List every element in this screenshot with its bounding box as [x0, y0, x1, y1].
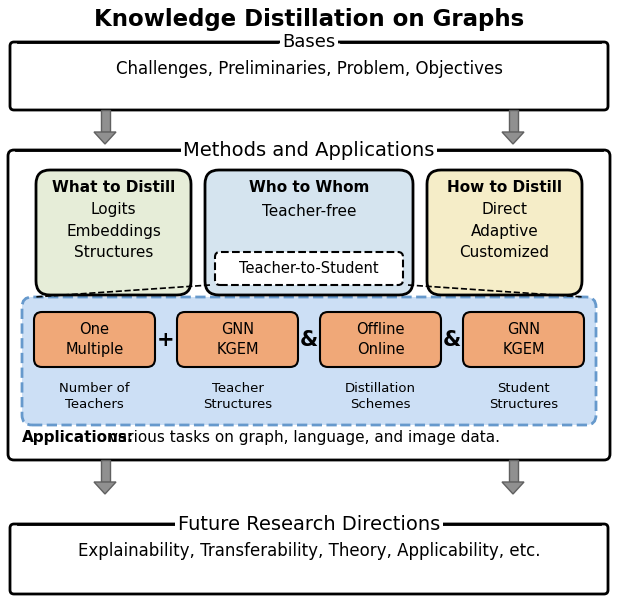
- Polygon shape: [509, 110, 517, 132]
- Text: Future Research Directions: Future Research Directions: [178, 515, 440, 533]
- Text: Applications:: Applications:: [22, 430, 134, 445]
- Polygon shape: [94, 482, 116, 494]
- FancyBboxPatch shape: [463, 312, 584, 367]
- Text: +: +: [157, 329, 175, 350]
- Text: Logits
Embeddings
Structures: Logits Embeddings Structures: [66, 202, 161, 260]
- Text: Teacher
Structures: Teacher Structures: [203, 382, 272, 411]
- FancyBboxPatch shape: [427, 170, 582, 295]
- Text: GNN
KGEM: GNN KGEM: [502, 322, 544, 357]
- Polygon shape: [502, 132, 524, 144]
- FancyBboxPatch shape: [215, 252, 403, 285]
- Text: various tasks on graph, language, and image data.: various tasks on graph, language, and im…: [104, 430, 500, 445]
- Text: Teacher-to-Student: Teacher-to-Student: [239, 261, 379, 276]
- Text: GNN
KGEM: GNN KGEM: [216, 322, 259, 357]
- Text: Bases: Bases: [282, 33, 336, 51]
- Text: Teacher-free: Teacher-free: [262, 204, 356, 219]
- Text: Knowledge Distillation on Graphs: Knowledge Distillation on Graphs: [94, 8, 524, 31]
- Polygon shape: [502, 482, 524, 494]
- FancyBboxPatch shape: [10, 524, 608, 594]
- Text: Number of
Teachers: Number of Teachers: [59, 382, 130, 411]
- FancyBboxPatch shape: [205, 170, 413, 295]
- Text: How to Distill: How to Distill: [447, 180, 562, 195]
- FancyBboxPatch shape: [320, 312, 441, 367]
- Text: What to Distill: What to Distill: [52, 180, 175, 195]
- FancyBboxPatch shape: [36, 170, 191, 295]
- Text: Distillation
Schemes: Distillation Schemes: [345, 382, 416, 411]
- Polygon shape: [94, 132, 116, 144]
- Polygon shape: [101, 110, 109, 132]
- FancyBboxPatch shape: [34, 312, 155, 367]
- Text: Who to Whom: Who to Whom: [249, 180, 369, 195]
- Text: Challenges, Preliminaries, Problem, Objectives: Challenges, Preliminaries, Problem, Obje…: [116, 60, 502, 78]
- Text: Methods and Applications: Methods and Applications: [184, 140, 434, 160]
- Text: Offline
Online: Offline Online: [356, 322, 405, 357]
- FancyBboxPatch shape: [8, 150, 610, 460]
- Text: Student
Structures: Student Structures: [489, 382, 558, 411]
- Text: Direct
Adaptive
Customized: Direct Adaptive Customized: [460, 202, 549, 260]
- FancyBboxPatch shape: [10, 42, 608, 110]
- Polygon shape: [509, 460, 517, 482]
- FancyBboxPatch shape: [22, 297, 596, 425]
- Text: Explainability, Transferability, Theory, Applicability, etc.: Explainability, Transferability, Theory,…: [78, 542, 540, 560]
- Text: &: &: [300, 329, 318, 350]
- Polygon shape: [101, 460, 109, 482]
- FancyBboxPatch shape: [177, 312, 298, 367]
- Text: One
Multiple: One Multiple: [66, 322, 124, 357]
- Text: &: &: [443, 329, 461, 350]
